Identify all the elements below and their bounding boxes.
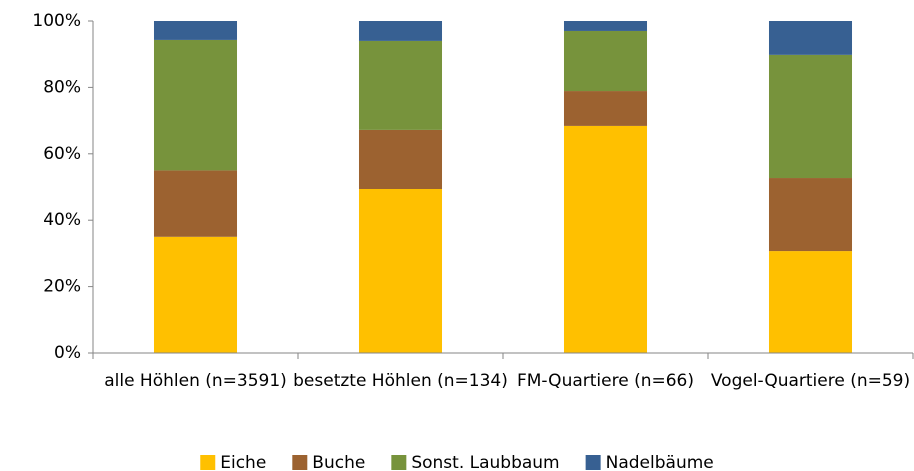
x-tick-label: alle Höhlen (n=3591)	[104, 371, 287, 391]
legend-swatch	[391, 455, 407, 470]
bar-segment	[768, 178, 853, 252]
legend-label: Buche	[312, 453, 365, 471]
y-tick-label: 0%	[54, 343, 81, 363]
bar-segment	[563, 21, 648, 31]
bar-segment	[358, 21, 443, 41]
y-tick-label: 60%	[43, 144, 81, 164]
bar-segment	[153, 170, 238, 237]
bar-segment	[358, 40, 443, 130]
legend-label: Nadelbäume	[606, 453, 714, 471]
y-tick-label: 20%	[43, 277, 81, 297]
bar-segment	[358, 188, 443, 353]
y-tick-label: 40%	[43, 210, 81, 230]
bar-segment	[768, 251, 853, 353]
bar-segment	[153, 39, 238, 171]
bar-segment	[153, 21, 238, 40]
bar-segment	[563, 125, 648, 353]
legend-label: Sonst. Laubbaum	[411, 453, 559, 471]
bar-segment	[358, 129, 443, 189]
bar-segment	[153, 236, 238, 353]
y-tick-label: 100%	[32, 11, 81, 31]
y-tick-label: 80%	[43, 77, 81, 97]
x-tick-label: FM-Quartiere (n=66)	[516, 371, 694, 391]
legend-swatch	[292, 455, 308, 470]
legend-label: Eiche	[220, 453, 266, 471]
bar-segment	[563, 30, 648, 92]
bar-segment	[563, 91, 648, 126]
legend-swatch	[200, 455, 216, 470]
x-tick-label: besetzte Höhlen (n=134)	[293, 371, 508, 391]
legend-swatch	[585, 455, 601, 470]
x-tick-label: Vogel-Quartiere (n=59)	[710, 371, 911, 391]
bar-segment	[768, 54, 853, 179]
bar-segment	[768, 21, 853, 55]
